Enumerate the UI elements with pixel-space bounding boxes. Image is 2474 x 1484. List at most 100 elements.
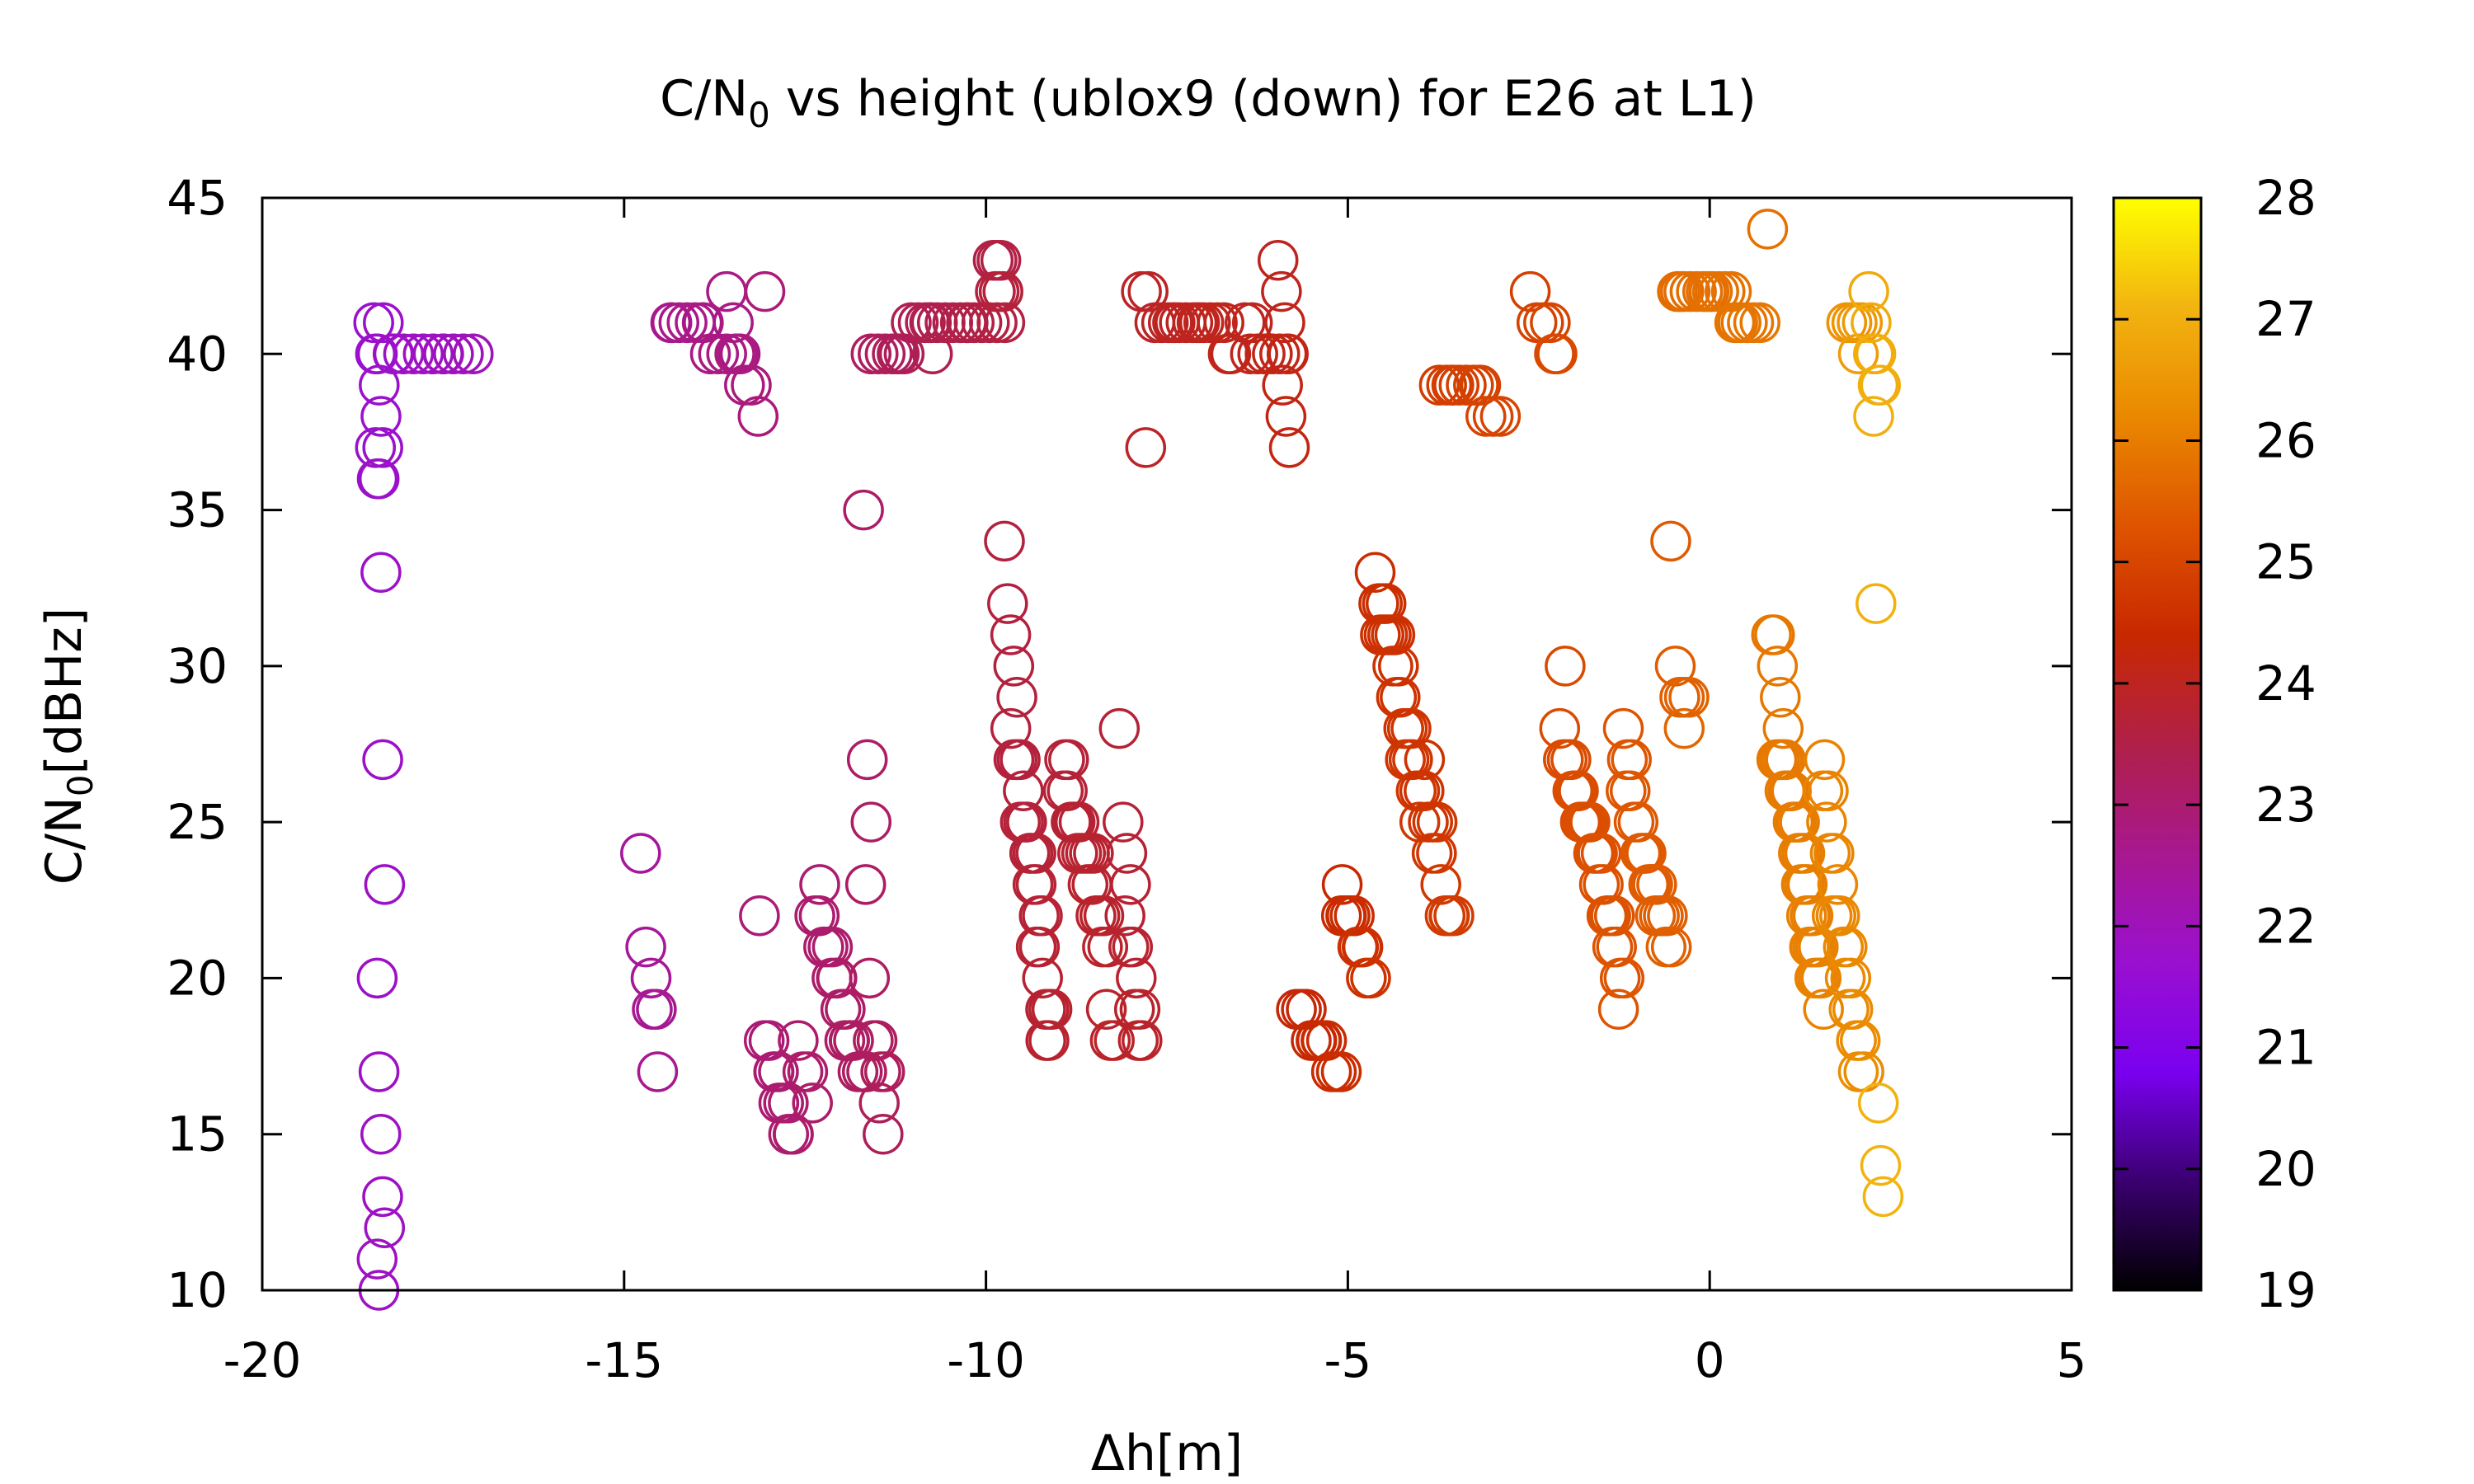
- data-point: [1597, 989, 1639, 1031]
- data-point: [353, 302, 394, 344]
- data-point: [748, 1020, 790, 1061]
- data-point: [858, 1082, 900, 1124]
- colorbar-tick-label: 19: [2255, 1262, 2316, 1318]
- data-point: [1817, 864, 1859, 905]
- data-point: [999, 739, 1041, 781]
- data-point: [689, 333, 731, 375]
- data-point: [1778, 833, 1819, 874]
- data-point: [1082, 926, 1123, 968]
- data-point: [1832, 989, 1874, 1031]
- data-point: [1596, 926, 1637, 968]
- data-point: [360, 396, 402, 437]
- data-point: [1416, 801, 1458, 843]
- data-point: [666, 302, 708, 344]
- data-point: [1803, 989, 1844, 1031]
- x-tick-label: 0: [1695, 1332, 1725, 1388]
- data-point: [787, 1051, 829, 1092]
- data-point: [816, 957, 857, 999]
- data-point: [1785, 895, 1827, 937]
- data-point: [1416, 833, 1457, 874]
- data-point: [1028, 1020, 1070, 1061]
- x-axis-title: Δh[m]: [1091, 1425, 1243, 1482]
- x-tick-label: -15: [585, 1332, 663, 1388]
- data-point: [990, 707, 1032, 749]
- data-point: [1365, 583, 1407, 624]
- data-point: [650, 302, 692, 344]
- data-point: [1611, 739, 1652, 781]
- data-point: [358, 458, 400, 500]
- data-point: [1757, 646, 1799, 687]
- colorbar-tick-label: 25: [2255, 534, 2316, 590]
- colorbar-tick-label: 27: [2255, 291, 2316, 347]
- data-point: [1856, 583, 1897, 624]
- data-point: [1015, 864, 1057, 905]
- data-point: [1860, 1144, 1902, 1186]
- chart-title-main: C/N: [660, 70, 748, 128]
- data-point: [990, 614, 1032, 655]
- y-axis-title-unit: [dBHz]: [35, 608, 93, 775]
- colorbar-tick-label: 26: [2255, 412, 2316, 468]
- data-point: [383, 333, 425, 375]
- data-point: [393, 333, 435, 375]
- y-tick-label: 15: [167, 1106, 228, 1162]
- data-point: [1392, 739, 1433, 781]
- data-point: [1855, 333, 1897, 375]
- data-point: [846, 739, 888, 781]
- data-point: [792, 1082, 833, 1124]
- data-point: [850, 801, 892, 843]
- data-point: [1539, 707, 1581, 749]
- data-point: [1265, 396, 1307, 437]
- data-point: [1534, 333, 1575, 375]
- data-point: [1103, 801, 1144, 843]
- chart-title-rest: vs height (ublox9 (down) for E26 at L1): [770, 70, 1757, 128]
- data-point: [356, 333, 398, 375]
- data-point: [1262, 364, 1303, 406]
- data-point: [811, 926, 854, 968]
- data-point: [1098, 707, 1141, 749]
- data-point: [433, 333, 474, 375]
- data-point: [412, 333, 454, 375]
- data-point: [1073, 833, 1114, 874]
- data-point: [1813, 833, 1855, 874]
- data-point: [1839, 1020, 1881, 1061]
- data-point: [1602, 707, 1644, 749]
- data-point: [1776, 801, 1817, 843]
- data-point: [1754, 614, 1795, 655]
- data-point: [1203, 302, 1244, 344]
- x-tick-label: 5: [2057, 1332, 2087, 1388]
- data-point: [980, 239, 1022, 281]
- data-point: [364, 1207, 406, 1249]
- x-tick-label: -5: [1324, 1332, 1371, 1388]
- data-point: [1031, 989, 1073, 1031]
- y-tick-label: 20: [167, 950, 228, 1006]
- data-point: [1617, 801, 1659, 843]
- y-axis-title-subscript: 0: [60, 774, 101, 796]
- data-point: [1404, 739, 1446, 781]
- data-point: [778, 1020, 819, 1061]
- data-point: [453, 333, 494, 375]
- colorbar-tick-label: 23: [2255, 777, 2316, 833]
- data-point: [1851, 302, 1892, 344]
- data-point: [856, 1020, 898, 1061]
- data-point: [1350, 957, 1391, 999]
- data-point: [1862, 1176, 1904, 1218]
- data-point: [1645, 926, 1687, 968]
- data-point: [1762, 707, 1804, 749]
- data-point: [1802, 770, 1844, 812]
- data-point: [987, 583, 1028, 624]
- data-point: [1603, 957, 1645, 999]
- data-point: [1321, 864, 1363, 905]
- y-tick-label: 25: [167, 794, 228, 850]
- data-point: [637, 1051, 679, 1092]
- data-point: [364, 864, 406, 905]
- data-point: [355, 427, 397, 468]
- data-point: [363, 302, 404, 344]
- data-point: [1380, 676, 1421, 718]
- data-point: [706, 333, 747, 375]
- data-point: [356, 1238, 398, 1280]
- data-point: [625, 926, 666, 968]
- data-point: [1663, 707, 1705, 749]
- data-point: [1003, 770, 1044, 812]
- data-point: [1006, 801, 1047, 843]
